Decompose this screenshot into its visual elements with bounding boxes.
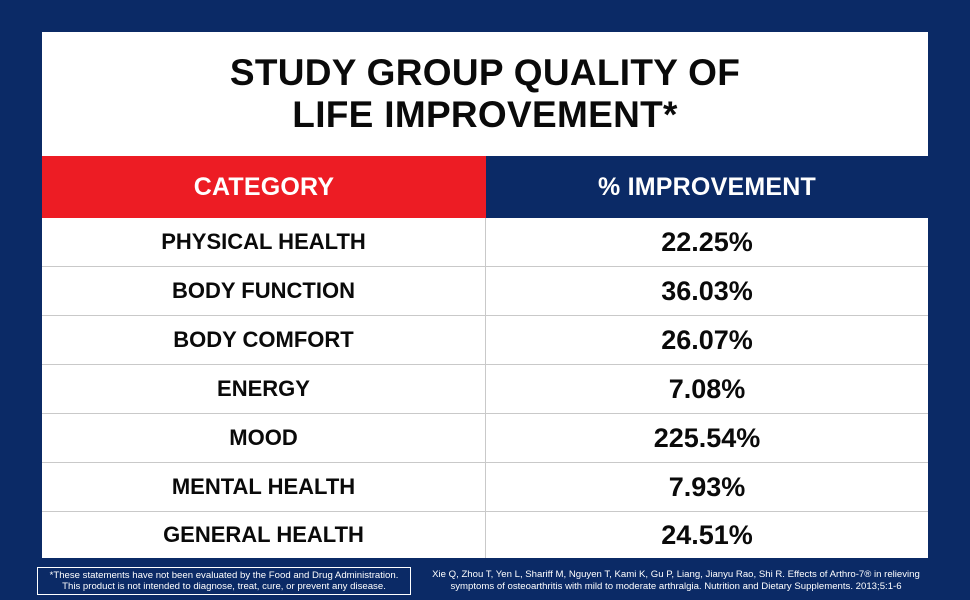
category-cell: GENERAL HEALTH bbox=[42, 512, 486, 558]
category-cell: PHYSICAL HEALTH bbox=[42, 218, 486, 266]
citation-line-1: Xie Q, Zhou T, Yen L, Shariff M, Nguyen … bbox=[432, 569, 920, 580]
improvement-cell: 26.07% bbox=[661, 324, 753, 355]
table-row: ENERGY 7.08% bbox=[42, 365, 928, 414]
category-cell: MOOD bbox=[42, 414, 486, 462]
title-line-1: STUDY GROUP QUALITY OF bbox=[229, 52, 741, 93]
improvement-cell: 7.93% bbox=[668, 471, 746, 502]
table-row: GENERAL HEALTH 24.51% bbox=[42, 512, 928, 558]
category-cell: BODY FUNCTION bbox=[42, 267, 486, 315]
disclaimer-line-2: This product is not intended to diagnose… bbox=[62, 581, 386, 592]
improvement-cell: 225.54% bbox=[653, 422, 761, 453]
improvement-cell: 36.03% bbox=[661, 275, 753, 306]
column-header-improvement: % IMPROVEMENT bbox=[486, 156, 928, 218]
table-row: BODY COMFORT 26.07% bbox=[42, 316, 928, 365]
table-row: BODY FUNCTION 36.03% bbox=[42, 267, 928, 316]
title-line-2: LIFE IMPROVEMENT* bbox=[292, 94, 678, 135]
table-row: MENTAL HEALTH 7.93% bbox=[42, 463, 928, 512]
study-citation: Xie Q, Zhou T, Yen L, Shariff M, Nguyen … bbox=[420, 569, 932, 592]
improvement-cell: 22.25% bbox=[661, 226, 753, 257]
table-row: PHYSICAL HEALTH 22.25% bbox=[42, 218, 928, 267]
category-cell: BODY COMFORT bbox=[42, 316, 486, 364]
disclaimer-line-1: *These statements have not been evaluate… bbox=[49, 569, 399, 581]
improvement-cell: 24.51% bbox=[661, 519, 753, 550]
category-cell: MENTAL HEALTH bbox=[42, 463, 486, 511]
improvement-cell: 7.08% bbox=[668, 373, 746, 404]
fda-disclaimer: *These statements have not been evaluate… bbox=[37, 567, 411, 595]
table-body: PHYSICAL HEALTH 22.25% BODY FUNCTION 36.… bbox=[42, 218, 928, 558]
results-card: STUDY GROUP QUALITY OF LIFE IMPROVEMENT*… bbox=[42, 32, 928, 558]
column-header-category: CATEGORY bbox=[42, 156, 486, 218]
citation-line-2: symptoms of osteoarthritis with mild to … bbox=[450, 580, 902, 592]
table-header: CATEGORY % IMPROVEMENT bbox=[42, 156, 928, 218]
table-row: MOOD 225.54% bbox=[42, 414, 928, 463]
chart-title: STUDY GROUP QUALITY OF LIFE IMPROVEMENT* bbox=[42, 32, 928, 156]
category-cell: ENERGY bbox=[42, 365, 486, 413]
